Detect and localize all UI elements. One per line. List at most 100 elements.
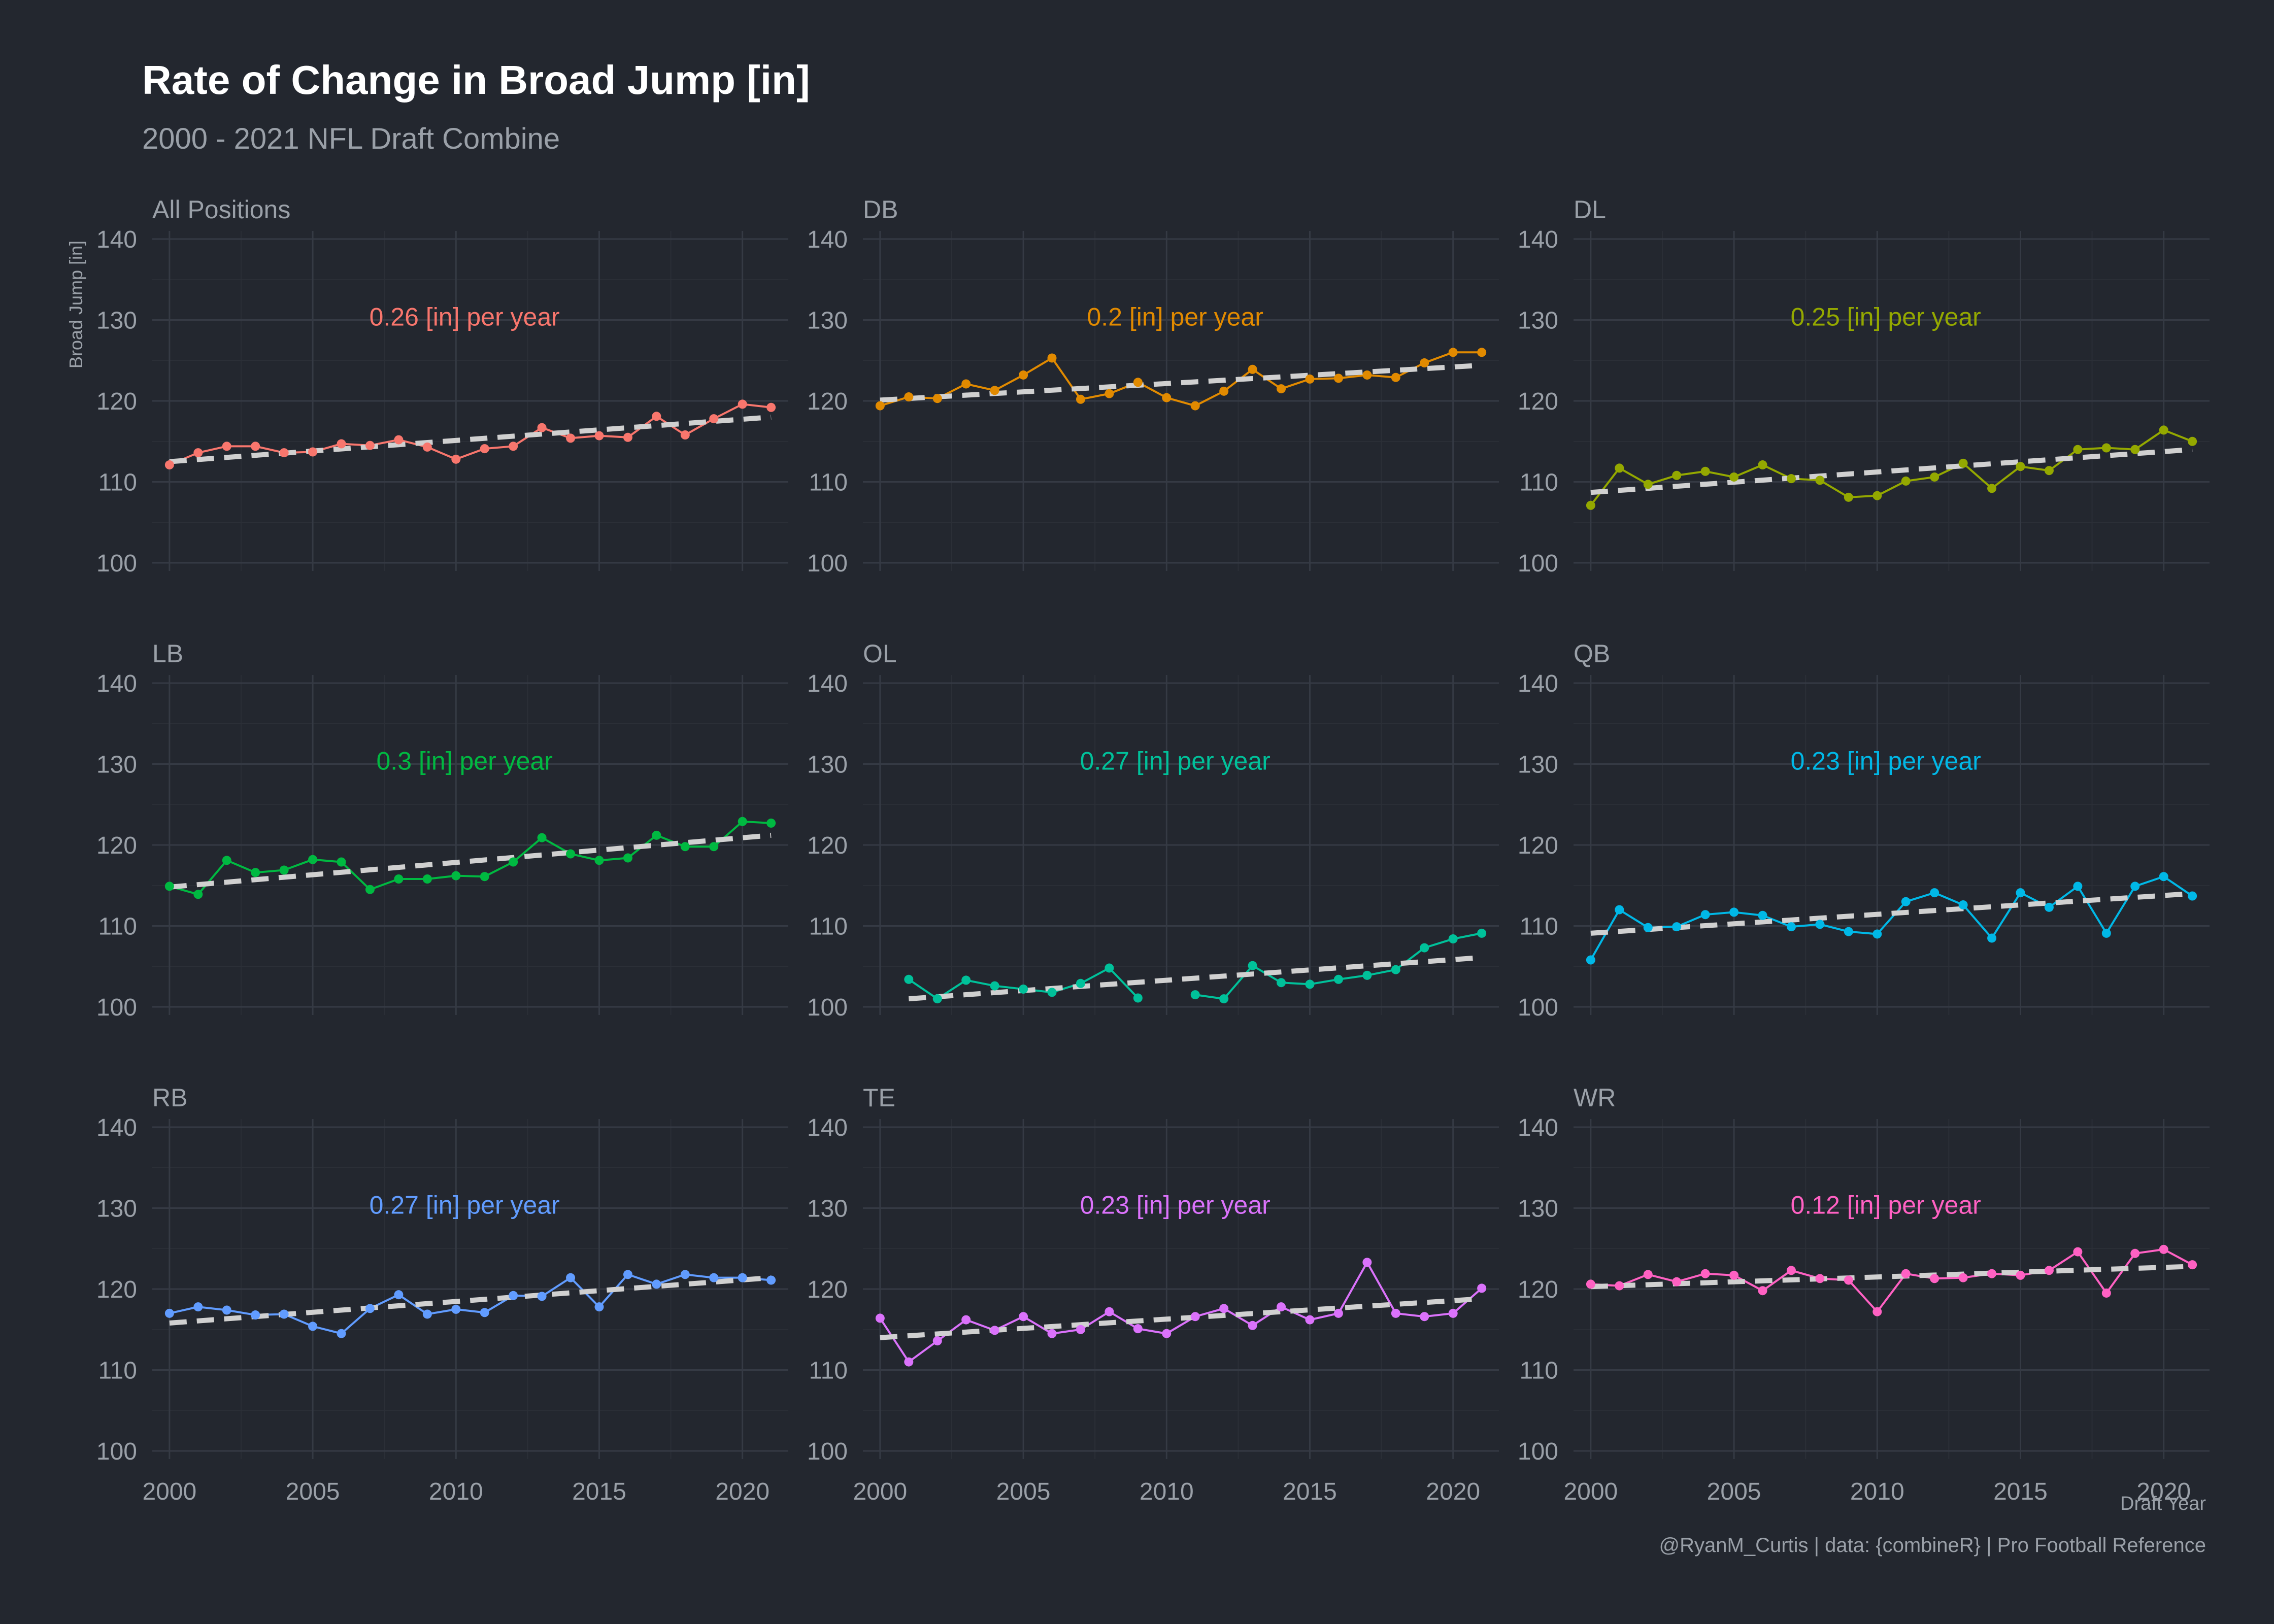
y-tick-label: 140 <box>1518 670 1558 697</box>
data-point <box>709 1273 719 1282</box>
data-point <box>337 857 346 867</box>
data-point <box>594 431 604 441</box>
data-point <box>1672 1277 1682 1287</box>
y-tick-label: 130 <box>807 307 848 334</box>
data-point <box>1844 1275 1853 1285</box>
panel-strip-label: DL <box>1574 195 1606 224</box>
series-line <box>169 820 772 896</box>
data-point <box>1729 1270 1739 1280</box>
panel-strip-label: WR <box>1574 1084 1616 1112</box>
data-point <box>680 430 690 439</box>
data-point <box>1305 979 1315 989</box>
y-tick-label: 120 <box>96 1276 137 1303</box>
data-point <box>566 433 576 443</box>
y-tick-label: 140 <box>807 1114 848 1141</box>
data-point <box>2016 462 2025 471</box>
data-point <box>766 402 776 412</box>
data-point <box>394 1290 404 1300</box>
data-point <box>766 1275 776 1285</box>
data-point <box>1162 1329 1172 1338</box>
x-tick-label: 2015 <box>1283 1478 1337 1505</box>
y-tick-label: 130 <box>1518 751 1558 778</box>
data-point <box>1901 897 1911 906</box>
data-point <box>451 871 461 881</box>
data-point <box>164 460 174 470</box>
data-point <box>623 432 632 442</box>
y-tick-label: 120 <box>96 832 137 859</box>
x-tick-label: 2010 <box>1850 1478 1904 1505</box>
data-point <box>1700 466 1710 476</box>
data-point <box>1901 1269 1911 1278</box>
data-point <box>1477 348 1487 357</box>
data-point <box>594 856 604 865</box>
y-tick-label: 100 <box>1518 550 1558 577</box>
y-tick-label: 100 <box>96 1438 137 1465</box>
data-point <box>2016 1270 2025 1280</box>
trend-line <box>1590 447 2193 495</box>
y-tick-label: 140 <box>96 1114 137 1141</box>
data-point <box>1958 900 1968 910</box>
rate-annotation: 0.2 [in] per year <box>1087 303 1263 331</box>
data-point <box>904 392 914 402</box>
y-tick-label: 110 <box>809 913 848 940</box>
trend-line <box>908 955 1482 1002</box>
data-point <box>1700 1269 1710 1278</box>
data-point <box>279 1309 289 1319</box>
data-point <box>2159 872 2168 882</box>
data-point <box>1391 965 1400 974</box>
x-tick-label: 2005 <box>286 1478 340 1505</box>
data-point <box>1047 988 1057 997</box>
y-tick-label: 130 <box>96 751 137 778</box>
data-point <box>480 872 489 882</box>
data-point <box>932 994 942 1004</box>
data-point <box>537 423 547 432</box>
y-tick-label: 100 <box>96 550 137 577</box>
data-point <box>1786 474 1796 484</box>
data-point <box>1362 1258 1372 1267</box>
panel-strip-label: DB <box>863 195 898 224</box>
data-point <box>2044 1266 2054 1275</box>
trend-line <box>880 362 1482 403</box>
y-tick-label: 130 <box>1518 1195 1558 1222</box>
data-point <box>251 442 260 451</box>
data-point <box>2130 882 2140 891</box>
y-tick-label: 110 <box>1519 1358 1558 1384</box>
y-tick-label: 120 <box>807 832 848 859</box>
data-point <box>652 412 661 421</box>
data-point <box>2159 1244 2168 1254</box>
data-point <box>652 830 661 840</box>
data-point <box>1786 922 1796 932</box>
data-point <box>308 447 318 457</box>
chart-subtitle: 2000 - 2021 NFL Draft Combine <box>142 122 560 155</box>
data-point <box>1391 1308 1400 1318</box>
data-point <box>1047 1329 1057 1338</box>
data-point <box>1076 394 1085 404</box>
y-tick-label: 110 <box>98 1358 137 1384</box>
x-tick-label: 2015 <box>1993 1478 2048 1505</box>
data-point <box>1930 888 1939 898</box>
y-tick-label: 110 <box>1519 469 1558 496</box>
data-point <box>1930 472 1939 482</box>
y-tick-label: 140 <box>807 226 848 253</box>
data-point <box>1758 460 1767 470</box>
data-point <box>1277 1302 1286 1312</box>
trend-line <box>1590 1264 2193 1290</box>
data-point <box>990 1326 999 1335</box>
series-line <box>1590 429 2193 506</box>
data-point <box>480 1308 489 1317</box>
data-point <box>422 1309 432 1319</box>
data-point <box>680 842 690 852</box>
y-tick-label: 110 <box>98 469 137 496</box>
rate-annotation: 0.3 [in] per year <box>377 747 553 775</box>
x-tick-label: 2020 <box>715 1478 770 1505</box>
y-tick-label: 140 <box>1518 226 1558 253</box>
data-point <box>904 1357 914 1367</box>
data-point <box>1248 961 1257 970</box>
data-point <box>1586 500 1595 510</box>
trend-line <box>169 832 772 890</box>
data-point <box>1248 364 1257 374</box>
panel-strip-label: All Positions <box>152 195 290 224</box>
data-point <box>365 885 375 894</box>
y-tick-label: 100 <box>807 550 848 577</box>
data-point <box>1362 970 1372 980</box>
